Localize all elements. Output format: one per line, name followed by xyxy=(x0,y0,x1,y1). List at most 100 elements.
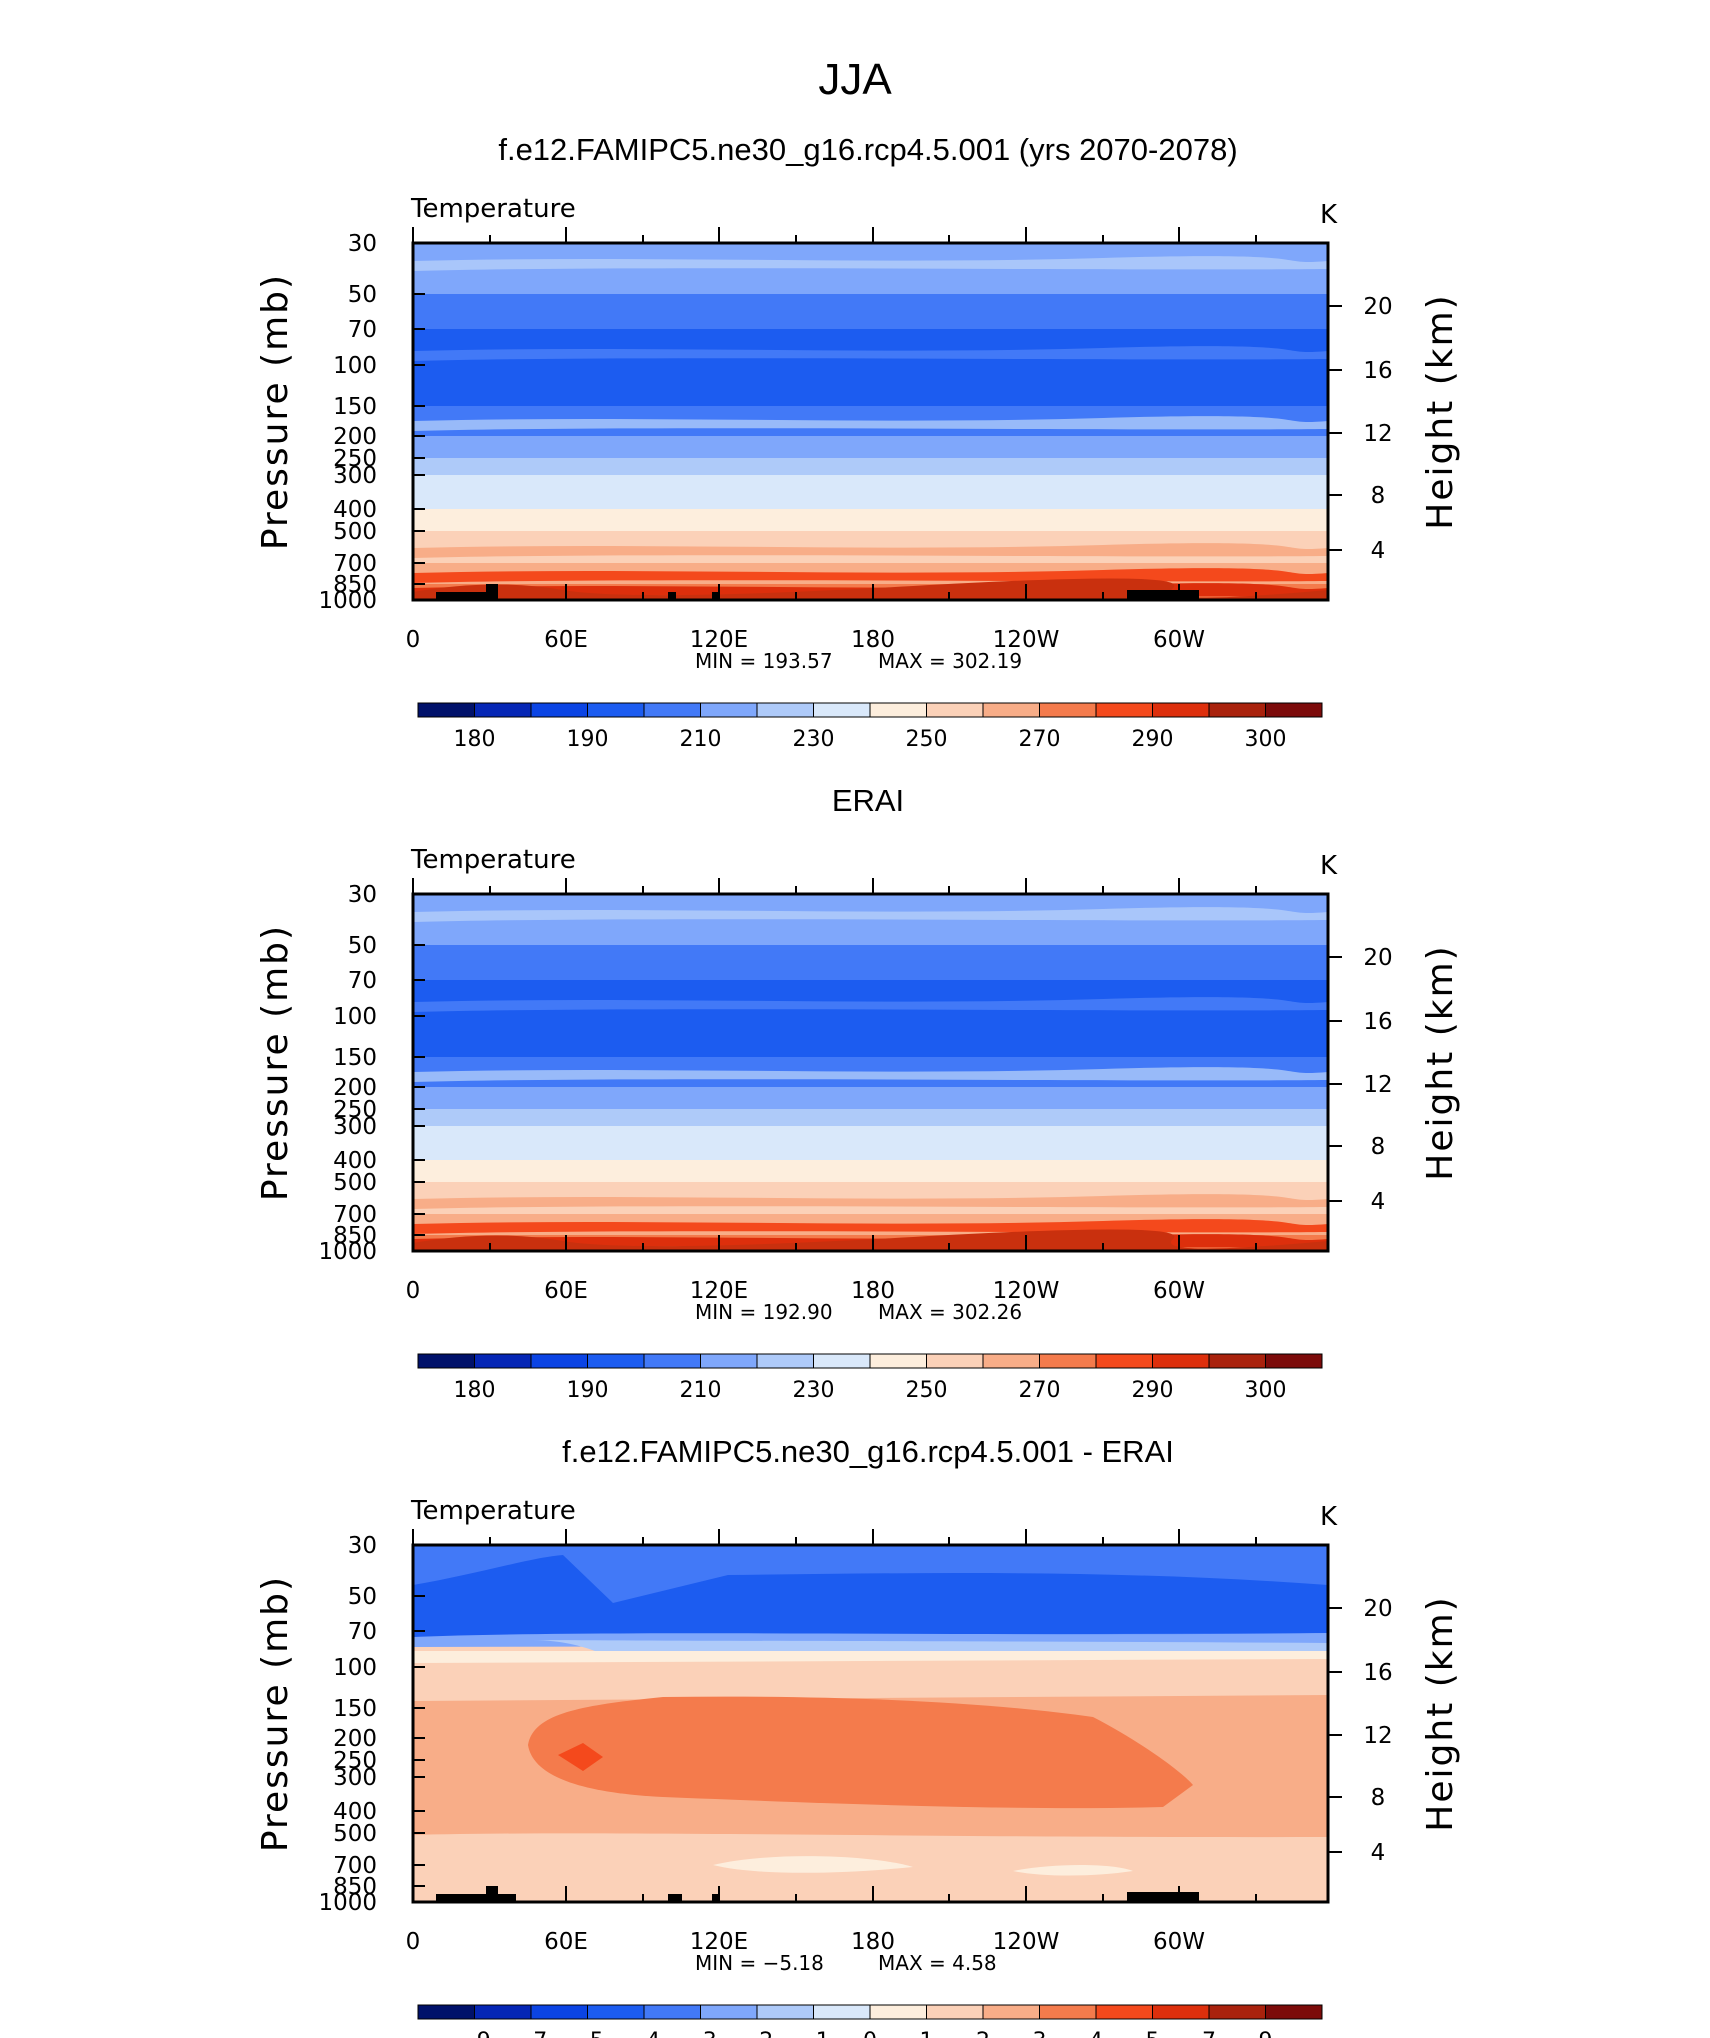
units-label: K xyxy=(1320,851,1338,881)
colorbar-tick-label: 190 xyxy=(567,1378,609,1403)
surface-band xyxy=(413,1229,1328,1251)
colorbar-tick-label: 290 xyxy=(1132,1378,1174,1403)
max-stat: MAX = 302.26 xyxy=(878,1300,1022,1324)
field-band xyxy=(413,458,1328,475)
colorbar-swatch xyxy=(982,1353,1040,1369)
y-tick-label: 200 xyxy=(333,1075,377,1101)
y-tick-label: 400 xyxy=(333,1148,377,1174)
field-contour xyxy=(413,997,1328,1012)
y2-tick-label: 4 xyxy=(1371,1189,1386,1215)
colorbar-swatch xyxy=(1095,702,1153,718)
y2-tick-label: 16 xyxy=(1363,1009,1392,1035)
colorbar-swatch xyxy=(1265,1353,1323,1369)
units-label: K xyxy=(1320,200,1338,230)
y2-tick-label: 20 xyxy=(1363,945,1392,971)
y2-tick-label: 8 xyxy=(1371,1134,1386,1160)
topography-mask xyxy=(668,1894,682,1902)
colorbar-swatch xyxy=(700,2004,758,2020)
topography-mask xyxy=(712,592,718,600)
colorbar-tick-label: 4 xyxy=(1089,2029,1103,2038)
field-contour xyxy=(413,907,1328,922)
colorbar-tick-label: 230 xyxy=(793,1378,835,1403)
x-tick-label: 120W xyxy=(993,1929,1060,1955)
field-band xyxy=(413,1160,1328,1182)
colorbar-swatch xyxy=(474,1353,532,1369)
colorbar-tick-label: 3 xyxy=(1033,2029,1047,2038)
colorbar-tick-label: 7 xyxy=(1202,2029,1216,2038)
colorbar-tick-label: 290 xyxy=(1132,727,1174,752)
y-axis-title: Pressure (mb) xyxy=(255,1575,296,1852)
field-band xyxy=(413,1016,1328,1057)
colorbar-swatch xyxy=(869,702,927,718)
field-contour xyxy=(413,1659,1328,1701)
y-tick-label: 700 xyxy=(333,1202,377,1228)
colorbar-swatch xyxy=(869,2004,927,2020)
y2-tick-label: 8 xyxy=(1371,1785,1386,1811)
colorbar-swatch xyxy=(756,702,814,718)
colorbar-swatch xyxy=(813,1353,871,1369)
y-tick-label: 1000 xyxy=(318,588,377,614)
x-tick-label: 0 xyxy=(406,1929,421,1955)
field-contour xyxy=(413,1067,1328,1082)
colorbar-tick-label: 300 xyxy=(1245,1378,1287,1403)
colorbar-swatch xyxy=(926,2004,984,2020)
x-tick-label: 60E xyxy=(544,627,588,653)
colorbar-swatch xyxy=(1208,2004,1266,2020)
colorbar-swatch xyxy=(1039,702,1097,718)
colorbar-tick-label: 0 xyxy=(863,2029,877,2038)
x-tick-label: 120W xyxy=(993,627,1060,653)
y-tick-label: 100 xyxy=(333,1004,377,1030)
colorbar-swatch xyxy=(530,702,588,718)
colorbar-swatch xyxy=(1152,702,1210,718)
field-contour xyxy=(413,256,1328,271)
y-tick-label: 50 xyxy=(348,282,377,308)
x-tick-label: 0 xyxy=(406,1278,421,1304)
colorbar-swatch xyxy=(869,1353,927,1369)
y2-tick-label: 12 xyxy=(1363,421,1392,447)
colorbar-tick-label: 5 xyxy=(1146,2029,1160,2038)
y-tick-label: 250 xyxy=(333,1748,377,1774)
y2-axis-title: Height (km) xyxy=(1420,1595,1461,1831)
y-tick-label: 70 xyxy=(348,317,377,343)
y-tick-label: 200 xyxy=(333,1726,377,1752)
panel-title: f.e12.FAMIPC5.ne30_g16.rcp4.5.001 - ERAI xyxy=(562,1434,1174,1469)
colorbar-tick-label: −4 xyxy=(628,2029,660,2038)
colorbar-swatch xyxy=(643,1353,701,1369)
topography-mask xyxy=(668,592,676,600)
y2-tick-label: 20 xyxy=(1363,294,1392,320)
y-tick-label: 850 xyxy=(333,1223,377,1249)
y-axis-title: Pressure (mb) xyxy=(255,273,296,550)
max-stat: MAX = 302.19 xyxy=(878,649,1022,673)
x-tick-label: 120W xyxy=(993,1278,1060,1304)
plot-frame xyxy=(411,892,1330,1253)
y-tick-label: 250 xyxy=(333,446,377,472)
colorbar-swatch xyxy=(417,1353,475,1369)
colorbar-tick-label: −9 xyxy=(458,2029,490,2038)
field-contour xyxy=(558,1743,603,1771)
colorbar-swatch xyxy=(417,702,475,718)
field-contour xyxy=(413,1555,1328,1637)
field-band xyxy=(413,1126,1328,1160)
y2-tick-label: 4 xyxy=(1371,538,1386,564)
y-tick-label: 250 xyxy=(333,1097,377,1123)
y-tick-label: 50 xyxy=(348,933,377,959)
x-tick-label: 60E xyxy=(544,1278,588,1304)
y-tick-label: 500 xyxy=(333,1170,377,1196)
x-tick-label: 60W xyxy=(1153,627,1205,653)
figure-title: JJA xyxy=(818,55,892,104)
y2-tick-label: 16 xyxy=(1363,358,1392,384)
y-tick-label: 850 xyxy=(333,572,377,598)
y2-tick-label: 16 xyxy=(1363,1660,1392,1686)
plot-frame xyxy=(411,241,1330,602)
colorbar-swatch xyxy=(1095,2004,1153,2020)
x-tick-label: 180 xyxy=(851,627,895,653)
variable-label: Temperature xyxy=(410,194,576,224)
x-tick-label: 120E xyxy=(690,1278,748,1304)
y-tick-label: 70 xyxy=(348,1619,377,1645)
colorbar-tick-label: 9 xyxy=(1259,2029,1273,2038)
y-tick-label: 300 xyxy=(333,1114,377,1140)
surface-band xyxy=(413,578,1328,600)
y2-axis-title: Height (km) xyxy=(1420,293,1461,529)
colorbar-tick-label: 180 xyxy=(454,727,496,752)
min-stat: MIN = 193.57 xyxy=(695,649,833,673)
